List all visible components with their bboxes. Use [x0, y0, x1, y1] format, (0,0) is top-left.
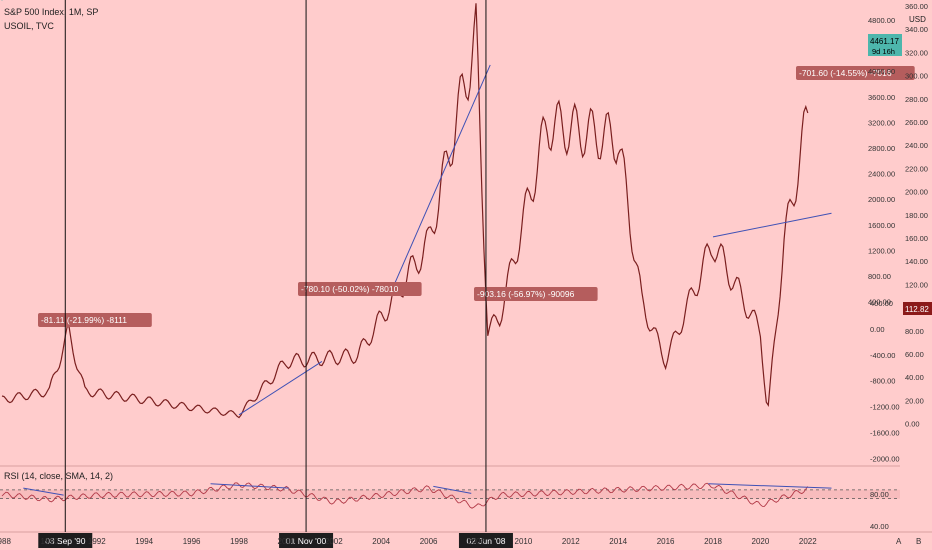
price-axis-label: 800.00	[868, 272, 891, 281]
price-axis-label: 2800.00	[868, 144, 895, 153]
oil-diff-axis-label: -400.00	[870, 351, 895, 360]
oil-diff-axis-label: 0.00	[870, 325, 885, 334]
price-axis-label: 4000.00	[868, 67, 895, 76]
oil-last-badge	[903, 302, 932, 315]
oil-diff-axis-label: -2000.00	[870, 454, 900, 463]
drawdown-badge	[796, 66, 915, 80]
price-axis-label: 2400.00	[868, 170, 895, 179]
oil-axis-label: 340.00	[905, 25, 928, 34]
price-axis-label: 400.00	[868, 298, 891, 307]
divergence-trend-line	[210, 483, 289, 489]
x-tick-label: 1998	[230, 537, 248, 546]
drawdown-badge	[298, 282, 422, 296]
oil-axis-label: 120.00	[905, 280, 928, 289]
x-tick-label: 1996	[183, 537, 201, 546]
x-tick-label: 1988	[0, 537, 11, 546]
x-tick-label: 2002	[325, 537, 343, 546]
divergence-trend-line	[708, 483, 832, 489]
oil-axis-label: 220.00	[905, 164, 928, 173]
oil-axis-label: 80.00	[905, 327, 924, 336]
x-tick-label: 2014	[609, 537, 627, 546]
event-date-badge	[458, 533, 513, 548]
current-price-label: 4461.17	[870, 37, 899, 46]
oil-last-label: 112.82	[905, 305, 929, 314]
current-price-time: 9d 16h	[872, 47, 895, 56]
oil-axis-label: 0.00	[905, 420, 920, 429]
x-tick-label: 2004	[372, 537, 390, 546]
x-tick-label: 1992	[88, 537, 106, 546]
x-tick-label: 2010	[515, 537, 533, 546]
event-date-badge	[38, 533, 93, 548]
drawdown-label: -780.10 (-50.02%) -78010	[301, 284, 399, 294]
x-tick-label: 2000	[278, 537, 296, 546]
x-tick-label: 2022	[799, 537, 817, 546]
secondary-symbol[interactable]: USOIL, TVC	[4, 21, 54, 31]
oil-axis-label: 20.00	[905, 396, 924, 405]
rsi-axis-label: 40.00	[870, 522, 889, 531]
drawdown-label: -701.60 (-14.55%) -7016	[799, 68, 892, 78]
oil-diff-axis-label: -1600.00	[870, 429, 900, 438]
oil-axis-label: 40.00	[905, 373, 924, 382]
oil-axis-label: 260.00	[905, 118, 928, 127]
divergence-trend-line	[392, 64, 491, 288]
x-tick-label: 2008	[467, 537, 485, 546]
oil-axis-label: 280.00	[905, 95, 928, 104]
x-tick-label: 2006	[420, 537, 438, 546]
oil-axis-label: 240.00	[905, 141, 928, 150]
price-axis-label: 3200.00	[868, 118, 895, 127]
oil-diff-axis-label: -1200.00	[870, 403, 900, 412]
x-tick-label: 2012	[562, 537, 580, 546]
price-axis-label: 3600.00	[868, 93, 895, 102]
oil-axis-label: 140.00	[905, 257, 928, 266]
x-tick-label: 2016	[657, 537, 675, 546]
divergence-trend-line	[433, 485, 472, 494]
rsi-line	[1, 482, 809, 509]
drawdown-label: -81.11 (-21.99%) -8111	[41, 315, 127, 325]
x-tick-label: 1990	[41, 537, 59, 546]
oil-axis-label: 60.00	[905, 350, 924, 359]
x-tick-label: 2020	[752, 537, 770, 546]
currency-label: USD	[909, 15, 926, 24]
price-axis-label: 2000.00	[868, 195, 895, 204]
log-scale-button: B	[916, 537, 921, 546]
drawdown-label: -903.16 (-56.97%) -90096	[477, 289, 575, 299]
oil-axis-label: 200.00	[905, 188, 928, 197]
drawdown-badge	[474, 287, 598, 301]
event-date-label: 02 Jun '08	[466, 536, 505, 546]
oil-axis-label: 300.00	[905, 72, 928, 81]
drawdown-badge	[38, 313, 152, 327]
divergence-trend-line	[712, 212, 832, 238]
oil-diff-axis-label: 400.00	[870, 299, 893, 308]
rsi-axis-label: 80.00	[870, 490, 889, 499]
rsi-band	[0, 489, 900, 499]
divergence-trend-line	[23, 487, 64, 496]
event-date-badge	[279, 533, 334, 548]
oil-axis-label: 160.00	[905, 234, 928, 243]
price-axis-label: 1600.00	[868, 221, 895, 230]
oil-axis-label: 180.00	[905, 211, 928, 220]
price-axis-label: 1200.00	[868, 246, 895, 255]
rsi-label[interactable]: RSI (14, close, SMA, 14, 2)	[4, 471, 114, 481]
price-axis-label: 4800.00	[868, 16, 895, 25]
x-tick-label: 1994	[135, 537, 153, 546]
x-tick-label: 2018	[704, 537, 722, 546]
oil-line	[1, 3, 809, 419]
sp500-candles	[1, 0, 3, 1]
auto-scale-button: A	[896, 537, 902, 546]
current-price-badge	[868, 34, 902, 56]
oil-diff-axis-label: -800.00	[870, 377, 895, 386]
oil-axis-label: 360.00	[905, 2, 928, 11]
oil-axis-label: 320.00	[905, 48, 928, 57]
divergence-trend-line	[238, 361, 323, 416]
chart-title[interactable]: S&P 500 Index, 1M, SP	[4, 7, 99, 17]
event-date-label: 01 Nov '00	[286, 536, 327, 546]
event-date-label: 03 Sep '90	[45, 536, 86, 546]
